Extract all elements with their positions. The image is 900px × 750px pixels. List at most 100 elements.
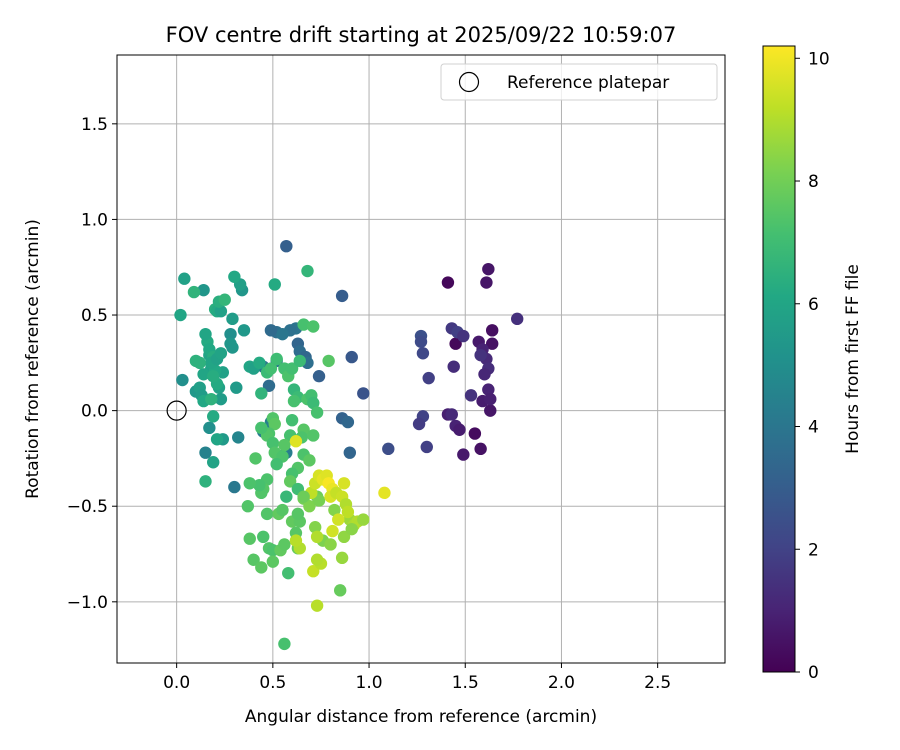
colorbar-tick-label: 8 bbox=[808, 172, 819, 192]
reference-point bbox=[166, 400, 187, 421]
x-tick-label: 0.0 bbox=[163, 673, 190, 693]
data-point bbox=[197, 283, 210, 297]
y-tick-label: −0.5 bbox=[67, 497, 108, 517]
data-point bbox=[478, 368, 491, 381]
y-tick-label: 0.0 bbox=[81, 402, 108, 422]
colorbar-ticks: 0 2 4 6 8 10 bbox=[795, 49, 830, 683]
legend-marker-reference bbox=[458, 71, 480, 93]
data-point bbox=[280, 490, 293, 503]
legend-box bbox=[440, 63, 718, 101]
data-point bbox=[282, 566, 295, 580]
data-point bbox=[453, 423, 466, 436]
data-point bbox=[260, 507, 274, 521]
data-point bbox=[420, 440, 433, 454]
data-point bbox=[276, 327, 289, 341]
data-point bbox=[255, 421, 268, 435]
data-point bbox=[289, 435, 303, 448]
colorbar-tick-label: 10 bbox=[808, 49, 830, 69]
data-point bbox=[253, 356, 266, 370]
data-point bbox=[441, 276, 455, 289]
data-point bbox=[283, 475, 297, 488]
data-point bbox=[197, 368, 210, 381]
data-point bbox=[337, 530, 351, 544]
data-point bbox=[266, 436, 280, 450]
data-point bbox=[308, 521, 322, 534]
colorbar-tick-label: 4 bbox=[808, 418, 819, 438]
data-point bbox=[341, 415, 355, 429]
data-point bbox=[307, 320, 320, 333]
data-point bbox=[199, 446, 212, 459]
data-point bbox=[328, 503, 341, 517]
data-point bbox=[378, 486, 391, 500]
colorbar-tick-label: 2 bbox=[808, 540, 819, 560]
data-point bbox=[312, 494, 326, 507]
data-point bbox=[447, 360, 460, 373]
data-point bbox=[203, 421, 216, 435]
data-point bbox=[310, 530, 324, 544]
data-point bbox=[228, 270, 241, 283]
data-point bbox=[193, 356, 206, 370]
data-point bbox=[474, 348, 487, 362]
data-point bbox=[276, 503, 289, 517]
data-point bbox=[278, 538, 291, 551]
data-point bbox=[412, 417, 426, 431]
data-point bbox=[303, 500, 316, 513]
data-point bbox=[464, 389, 478, 402]
data-point bbox=[343, 446, 357, 459]
data-point bbox=[289, 534, 303, 547]
data-point bbox=[207, 370, 220, 383]
data-point bbox=[280, 239, 293, 253]
x-tick-label: 2.5 bbox=[644, 673, 671, 693]
y-axis: −1.0 −0.5 0.0 0.5 1.0 1.5 bbox=[67, 115, 117, 613]
data-point bbox=[307, 565, 320, 578]
data-point bbox=[345, 522, 358, 536]
data-point bbox=[257, 530, 270, 544]
data-point bbox=[253, 478, 266, 492]
x-tick-label: 0.5 bbox=[259, 673, 286, 693]
data-point bbox=[241, 500, 255, 513]
data-point bbox=[228, 480, 241, 494]
data-point bbox=[480, 276, 493, 289]
colorbar-tick-label: 0 bbox=[808, 663, 819, 683]
data-point bbox=[422, 371, 435, 385]
data-point bbox=[291, 507, 305, 521]
data-point bbox=[511, 312, 524, 326]
data-point bbox=[310, 406, 324, 419]
data-point bbox=[285, 362, 299, 375]
data-point bbox=[485, 337, 499, 350]
data-point bbox=[278, 637, 291, 651]
data-point bbox=[205, 392, 218, 406]
data-point bbox=[468, 427, 482, 440]
y-tick-label: 1.5 bbox=[81, 115, 108, 135]
data-point bbox=[199, 327, 212, 341]
plot-frame bbox=[116, 54, 726, 664]
data-point bbox=[226, 341, 239, 354]
x-tick-label: 2.0 bbox=[548, 673, 575, 693]
data-point bbox=[285, 413, 299, 427]
data-point bbox=[255, 561, 268, 574]
data-point bbox=[266, 555, 280, 568]
data-point bbox=[482, 262, 495, 276]
y-axis-label: Rotation from reference (arcmin) bbox=[23, 219, 43, 499]
data-point bbox=[416, 347, 430, 360]
data-point bbox=[382, 442, 395, 456]
data-point bbox=[457, 329, 470, 343]
data-point bbox=[445, 408, 458, 421]
data-point bbox=[474, 442, 487, 456]
data-point bbox=[270, 352, 283, 366]
data-point bbox=[264, 362, 278, 375]
data-point bbox=[278, 438, 291, 452]
data-point bbox=[482, 383, 495, 396]
legend-label-reference: Reference platepar bbox=[507, 73, 669, 93]
data-point bbox=[249, 452, 262, 465]
x-tick-label: 1.5 bbox=[452, 673, 479, 693]
data-point bbox=[243, 532, 256, 545]
data-point bbox=[324, 538, 337, 551]
data-point bbox=[218, 293, 231, 306]
data-point bbox=[255, 387, 268, 400]
data-point bbox=[264, 324, 278, 337]
data-point bbox=[333, 584, 347, 597]
data-point bbox=[310, 553, 324, 566]
data-point bbox=[457, 448, 470, 461]
data-point bbox=[214, 347, 228, 360]
